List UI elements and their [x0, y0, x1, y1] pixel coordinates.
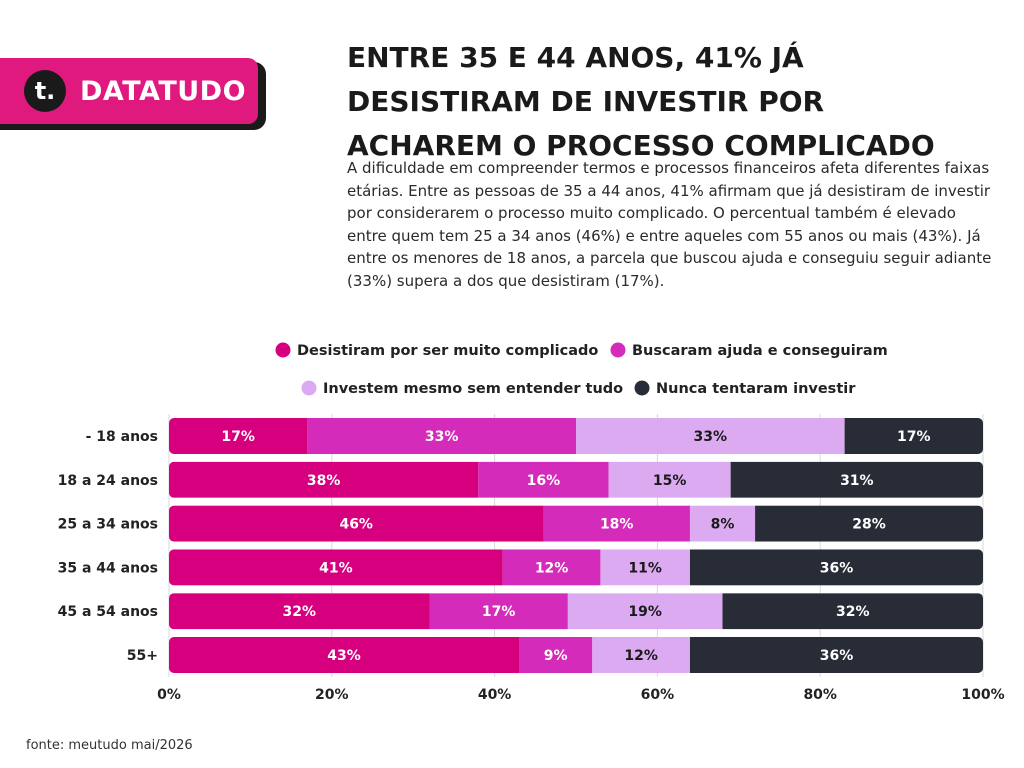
- bar-segment: [608, 461, 731, 498]
- x-tick-label: 20%: [315, 687, 349, 700]
- category-label: 35 a 44 anos: [58, 560, 158, 576]
- chart-legend: Desistiram por ser muito complicado Busca…: [275, 342, 888, 397]
- chart-gridlines: [168, 414, 984, 677]
- chart-bars: 17% 33% 33% 17% 38% 16% 15% 31% 46% 18% 8% 28% 41% 12…: [169, 418, 983, 673]
- bar-row: 43% 9% 12% 36%: [169, 637, 983, 673]
- legend-label: Investem mesmo sem entender tudo: [323, 381, 623, 397]
- category-labels: - 18 anos 18 a 24 anos 25 a 34 anos 35 a 44…: [58, 429, 158, 664]
- headline: ENTRE 35 E 44 ANOS, 41% JÁ DESISTIRAM DE…: [347, 41, 935, 162]
- legend-label: Buscaram ajuda e conseguiram: [632, 343, 888, 359]
- bar-row: 41% 12% 11% 36%: [169, 549, 983, 586]
- data-label: 19%: [628, 604, 662, 620]
- bar-segments: [169, 549, 983, 586]
- bar-segment: [722, 593, 983, 630]
- category-label: 18 a 24 anos: [58, 473, 158, 489]
- bar-segment: [169, 549, 503, 586]
- bar-row: 17% 33% 33% 17%: [169, 418, 983, 454]
- data-label: 41%: [319, 560, 353, 576]
- bar-segment: [543, 505, 690, 542]
- bar-segment: [567, 593, 723, 630]
- data-label: 18%: [600, 517, 634, 533]
- data-label: 46%: [339, 517, 373, 533]
- bar-segment: [307, 418, 576, 454]
- data-label: 16%: [527, 473, 561, 489]
- bar-row: 32% 17% 19% 32%: [169, 593, 983, 630]
- source-note: fonte: meutudo mai/2026: [26, 738, 193, 753]
- legend-label: Nunca tentaram investir: [656, 381, 856, 397]
- data-label: 32%: [282, 604, 316, 620]
- category-label: 25 a 34 anos: [58, 517, 158, 533]
- x-tick-label: 0%: [157, 687, 181, 700]
- bar-segment: [844, 418, 983, 454]
- bar-segment: [592, 637, 690, 673]
- bar-segment: [689, 505, 756, 542]
- bar-segment: [169, 637, 520, 673]
- data-label: 31%: [840, 473, 874, 489]
- bar-segment: [502, 549, 601, 586]
- data-label: 32%: [836, 604, 870, 620]
- bar-segment: [169, 461, 479, 498]
- bar-segments: [169, 418, 983, 454]
- bar-segments: [169, 593, 983, 630]
- bar-segment: [576, 418, 845, 454]
- data-label: 28%: [852, 517, 886, 533]
- bar-segments: [169, 461, 983, 498]
- data-label: 8%: [711, 517, 735, 533]
- bar-segment: [730, 461, 983, 498]
- brand-name: DATATUDO: [80, 75, 247, 107]
- data-label: 9%: [544, 648, 568, 664]
- legend-marker: [634, 380, 650, 396]
- data-label: 33%: [694, 429, 728, 445]
- data-label: 15%: [653, 473, 687, 489]
- description: A dificuldade em compreender termos e pr…: [347, 159, 992, 290]
- x-axis-ticks: 0% 20% 40% 60% 80% 100%: [157, 687, 1005, 700]
- bar-segment: [429, 593, 568, 630]
- bar-segment: [169, 505, 544, 542]
- category-label: - 18 anos: [86, 429, 158, 445]
- data-label: 17%: [221, 429, 255, 445]
- x-tick-label: 100%: [961, 687, 1004, 700]
- data-label: 33%: [425, 429, 459, 445]
- x-tick-label: 40%: [478, 687, 512, 700]
- data-label: 43%: [327, 648, 361, 664]
- logo-mark-icon: t.: [24, 70, 66, 112]
- data-label: 17%: [482, 604, 516, 620]
- bar-segment: [169, 418, 308, 454]
- bar-segments: [169, 637, 983, 673]
- bar-segment: [519, 637, 593, 673]
- bar-segments: [169, 505, 983, 542]
- data-label: 36%: [820, 560, 854, 576]
- legend-marker: [610, 342, 626, 358]
- bar-row: 38% 16% 15% 31%: [169, 461, 983, 498]
- bar-segment: [169, 593, 430, 630]
- data-label: 11%: [628, 560, 662, 576]
- brand-logo: t. DATATUDO: [0, 58, 258, 124]
- legend-label: Desistiram por ser muito complicado: [297, 343, 598, 359]
- data-label: 36%: [820, 648, 854, 664]
- legend-marker: [301, 380, 317, 396]
- x-tick-label: 80%: [803, 687, 837, 700]
- bar-segment: [600, 549, 690, 586]
- category-label: 55+: [127, 648, 158, 664]
- data-label: 12%: [535, 560, 569, 576]
- bar-segment: [689, 549, 983, 586]
- legend-marker: [275, 342, 291, 358]
- bar-segment: [478, 461, 609, 498]
- stacked-bar-chart: Desistiram por ser muito complicado Busca…: [58, 342, 1005, 700]
- x-tick-label: 60%: [641, 687, 675, 700]
- category-label: 45 a 54 anos: [58, 604, 158, 620]
- bar-segment: [755, 505, 983, 542]
- data-label: 38%: [307, 473, 341, 489]
- bar-segment: [689, 637, 983, 673]
- data-label: 17%: [897, 429, 931, 445]
- data-label: 12%: [624, 648, 658, 664]
- bar-row: 46% 18% 8% 28%: [169, 505, 983, 542]
